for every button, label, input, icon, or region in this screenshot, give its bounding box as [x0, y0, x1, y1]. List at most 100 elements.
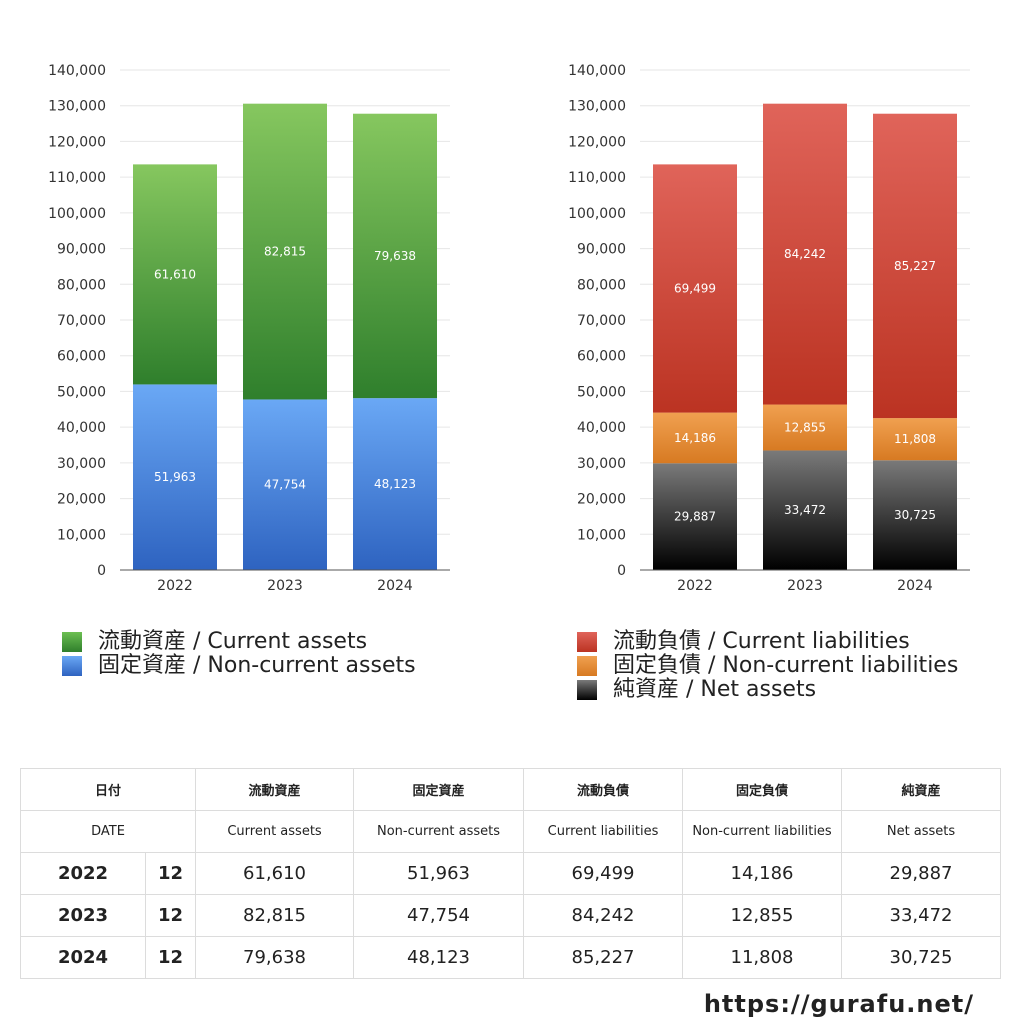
y-tick-label: 20,000 [57, 492, 106, 508]
y-tick-label: 70,000 [57, 313, 106, 329]
legend-swatch-noncurrent-assets [62, 656, 82, 676]
legend-item-net-assets: 純資産 / Net assets [577, 678, 958, 702]
y-tick-label: 100,000 [568, 206, 626, 222]
y-tick-label: 40,000 [577, 420, 626, 436]
y-tick-label: 140,000 [48, 63, 106, 79]
bar-value-label: 79,638 [374, 249, 416, 263]
header-noncurrent-liabilities-en: Non-current liabilities [682, 810, 843, 853]
y-tick-label: 110,000 [48, 170, 106, 186]
legend-label-net-assets: 純資産 / Net assets [613, 677, 817, 702]
bar-segment [763, 103, 847, 405]
x-category-label: 2023 [267, 578, 303, 594]
table-header-row-en: DATE Current assets Non-current assets C… [19, 810, 1002, 853]
bar-segment [653, 412, 737, 464]
bar-segment [133, 384, 217, 570]
y-tick-label: 140,000 [568, 63, 626, 79]
bar-value-label: 48,123 [374, 477, 416, 491]
bar-segment [763, 450, 847, 570]
bar-value-label: 51,963 [154, 470, 196, 484]
legend-item-noncurrent-assets: 固定資産 / Non-current assets [62, 654, 416, 678]
legend-label-current-assets: 流動資産 / Current assets [98, 629, 368, 654]
row-year: 2023 [20, 894, 146, 937]
y-tick-label: 110,000 [568, 170, 626, 186]
y-tick-label: 60,000 [57, 349, 106, 365]
y-tick-label: 80,000 [57, 277, 106, 293]
bar-segment [873, 460, 957, 570]
x-category-label: 2023 [787, 578, 823, 594]
table-row: 2022 12 61,610 51,963 69,499 14,186 29,8… [20, 852, 1002, 895]
y-tick-label: 130,000 [48, 99, 106, 115]
x-category-label: 2024 [377, 578, 413, 594]
row-month: 12 [144, 852, 197, 895]
bar-segment [133, 164, 217, 385]
bar-segment [873, 418, 957, 461]
table-header-row-jp: 日付 流動資産 固定資産 流動負債 固定負債 純資産 [19, 768, 1002, 811]
cell-noncurrent-liabilities: 12,855 [682, 894, 843, 937]
legend-swatch-current-assets [62, 632, 82, 652]
legend-label-noncurrent-liabilities: 固定負債 / Non-current liabilities [613, 653, 959, 678]
assets-chart: 0 10,000 20,000 30,000 40,000 50,000 60,000 70,… [48, 63, 450, 594]
header-noncurrent-assets-en: Non-current assets [353, 810, 525, 853]
bar-segment [653, 463, 737, 570]
bar-segment [353, 398, 437, 570]
x-category-label: 2022 [677, 578, 713, 594]
header-current-liabilities-en: Current liabilities [523, 810, 684, 853]
cell-current-liabilities: 69,499 [523, 852, 684, 895]
bar-value-label: 61,610 [154, 267, 196, 281]
y-tick-label: 60,000 [577, 349, 626, 365]
cell-noncurrent-assets: 47,754 [353, 894, 525, 937]
bar-value-label: 84,242 [784, 247, 826, 261]
y-tick-label: 90,000 [57, 242, 106, 258]
cell-noncurrent-assets: 51,963 [353, 852, 525, 895]
cell-net-assets: 33,472 [841, 894, 1002, 937]
y-tick-label: 120,000 [568, 134, 626, 150]
header-noncurrent-assets-jp: 固定資産 [353, 768, 525, 811]
header-net-assets-en: Net assets [841, 810, 1002, 853]
x-category-label: 2022 [157, 578, 193, 594]
y-tick-label: 90,000 [577, 242, 626, 258]
y-tick-label: 30,000 [577, 456, 626, 472]
y-tick-label: 0 [97, 563, 106, 579]
bar-value-label: 12,855 [784, 421, 826, 435]
y-tick-label: 80,000 [577, 277, 626, 293]
y-tick-label: 50,000 [57, 384, 106, 400]
bar-value-label: 29,887 [674, 510, 716, 524]
bar-segment [243, 399, 327, 570]
header-noncurrent-liabilities-jp: 固定負債 [682, 768, 843, 811]
cell-net-assets: 30,725 [841, 936, 1002, 979]
legend-item-noncurrent-liabilities: 固定負債 / Non-current liabilities [577, 654, 958, 678]
row-month: 12 [144, 936, 197, 979]
bar-segment [763, 404, 847, 451]
row-year: 2022 [20, 852, 146, 895]
cell-current-assets: 82,815 [195, 894, 355, 937]
header-current-assets-jp: 流動資産 [195, 768, 355, 811]
y-tick-label: 20,000 [577, 492, 626, 508]
cell-current-liabilities: 84,242 [523, 894, 684, 937]
y-tick-label: 120,000 [48, 134, 106, 150]
y-tick-label: 40,000 [57, 420, 106, 436]
row-month: 12 [144, 894, 197, 937]
y-tick-label: 50,000 [577, 384, 626, 400]
row-year: 2024 [20, 936, 146, 979]
assets-legend: 流動資産 / Current assets 固定資産 / Non-current… [62, 630, 416, 678]
bar-value-label: 30,725 [894, 508, 936, 522]
bar-value-label: 69,499 [674, 281, 716, 295]
legend-swatch-current-liabilities [577, 632, 597, 652]
site-url: https://gurafu.net/ [703, 990, 974, 1018]
header-current-liabilities-jp: 流動負債 [523, 768, 684, 811]
legend-label-current-liabilities: 流動負債 / Current liabilities [613, 629, 910, 654]
bar-segment [353, 113, 437, 399]
bar-value-label: 14,186 [674, 431, 716, 445]
cell-current-assets: 79,638 [195, 936, 355, 979]
legend-swatch-net-assets [577, 680, 597, 700]
bar-value-label: 47,754 [264, 478, 306, 492]
y-tick-label: 100,000 [48, 206, 106, 222]
header-date-jp: 日付 [19, 768, 197, 811]
y-tick-label: 30,000 [57, 456, 106, 472]
cell-noncurrent-liabilities: 11,808 [682, 936, 843, 979]
bar-value-label: 82,815 [264, 245, 306, 259]
liabilities-chart: 0 10,000 20,000 30,000 40,000 50,000 60,000 70,… [568, 63, 970, 594]
header-date-en: DATE [19, 810, 197, 853]
y-tick-label: 0 [617, 563, 626, 579]
bar-value-label: 33,472 [784, 503, 826, 517]
